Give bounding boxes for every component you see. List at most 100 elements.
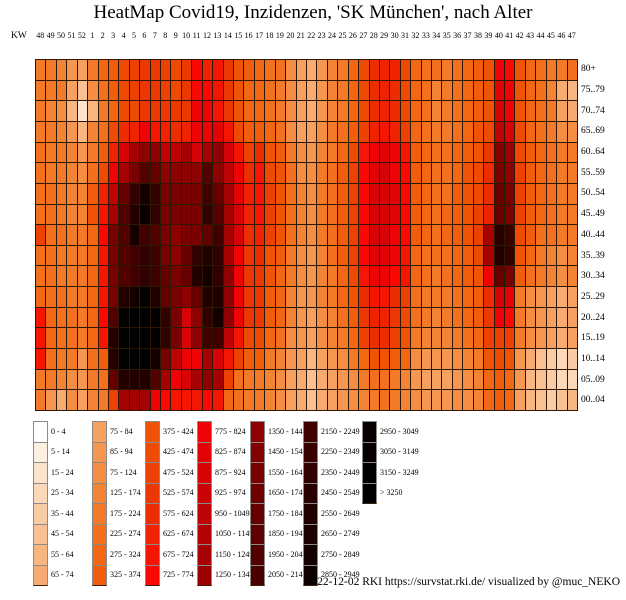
heatmap-cell: [327, 183, 338, 204]
heatmap-cell: [119, 390, 129, 410]
heatmap-cell: [77, 266, 88, 287]
legend-swatch: [197, 523, 212, 545]
heatmap-cell: [119, 287, 129, 307]
heatmap-cell: [400, 225, 411, 245]
heatmap-cell: [129, 142, 140, 163]
heatmap-cell: [452, 142, 463, 163]
heatmap-cell: [286, 287, 296, 307]
heatmap-cell: [317, 204, 327, 225]
heatmap-cell: [348, 101, 359, 121]
heatmap-cell: [192, 163, 202, 183]
heatmap-cell: [567, 101, 577, 121]
heatmap-cell: [525, 225, 536, 245]
heatmap-cell: [515, 245, 525, 266]
heatmap-cell: [421, 307, 432, 328]
heatmap-cell: [234, 266, 244, 287]
heatmap-cell: [286, 245, 296, 266]
heatmap-cell: [98, 349, 108, 369]
heatmap-cell: [67, 163, 77, 183]
heatmap-cell: [432, 245, 442, 266]
heatmap-cell: [67, 369, 77, 390]
heatmap-cell: [192, 60, 202, 80]
heatmap-cell: [411, 349, 421, 369]
legend-swatch: [303, 523, 318, 545]
heatmap-cell: [348, 287, 359, 307]
legend-label: 1850 - 1949: [268, 529, 307, 539]
legend-label: 225 - 274: [110, 529, 141, 539]
heatmap-cell: [67, 225, 77, 245]
heatmap-cell: [181, 266, 192, 287]
heatmap-cell: [317, 266, 327, 287]
heatmap-cell: [390, 183, 400, 204]
legend-label: 575 - 624: [163, 508, 194, 518]
heatmap-cell: [379, 328, 390, 349]
heatmap-cell: [129, 266, 140, 287]
heatmap-cell: [129, 369, 140, 390]
heatmap-cell: [338, 307, 348, 328]
heatmap-cell: [223, 245, 234, 266]
heatmap-cell: [202, 204, 213, 225]
heatmap-cell: [390, 225, 400, 245]
heatmap-cell: [36, 163, 46, 183]
heatmap-cell: [223, 307, 234, 328]
heatmap-cell: [557, 163, 567, 183]
heatmap-cell: [56, 266, 67, 287]
heatmap-cell: [244, 369, 254, 390]
heatmap-cell: [536, 287, 546, 307]
heatmap-cell: [67, 245, 77, 266]
legend-swatch: [197, 503, 212, 525]
heatmap-cell: [421, 60, 432, 80]
heatmap-cell: [546, 266, 557, 287]
heatmap-cell: [432, 287, 442, 307]
legend-swatch: [250, 482, 265, 504]
heatmap-cell: [505, 225, 515, 245]
heatmap-cell: [213, 183, 223, 204]
heatmap-cell: [317, 369, 327, 390]
heatmap-cell: [400, 60, 411, 80]
heatmap-cell: [515, 142, 525, 163]
week-tick: 18: [265, 31, 274, 40]
heatmap-cell: [98, 80, 108, 101]
heatmap-cell: [56, 390, 67, 410]
heatmap-cell: [327, 225, 338, 245]
week-tick: 44: [536, 31, 545, 40]
heatmap-cell: [202, 245, 213, 266]
legend-label: 2050 - 2149: [268, 570, 307, 580]
heatmap-cell: [390, 101, 400, 121]
legend-swatch: [145, 523, 160, 545]
heatmap-cell: [473, 183, 484, 204]
heatmap-cell: [359, 80, 369, 101]
heatmap-cell: [119, 80, 129, 101]
heatmap-cell: [421, 225, 432, 245]
legend-label: 3050 - 3149: [380, 447, 419, 457]
heatmap-cell: [171, 80, 181, 101]
heatmap-cell: [181, 369, 192, 390]
week-tick: 39: [484, 31, 493, 40]
legend-label: 55 - 64: [51, 549, 74, 559]
heatmap-cell: [46, 101, 56, 121]
heatmap-cell: [421, 80, 432, 101]
legend-swatch: [303, 544, 318, 566]
heatmap-cell: [108, 307, 119, 328]
heatmap-cell: [442, 163, 452, 183]
heatmap-cell: [202, 101, 213, 121]
heatmap-cell: [442, 245, 452, 266]
heatmap-cell: [494, 287, 505, 307]
heatmap-cell: [536, 349, 546, 369]
heatmap-cell: [525, 369, 536, 390]
heatmap-cell: [379, 121, 390, 142]
heatmap-cell: [473, 80, 484, 101]
heatmap-cell: [286, 225, 296, 245]
heatmap-cell: [202, 142, 213, 163]
heatmap-cell: [129, 245, 140, 266]
heatmap-cell: [36, 266, 46, 287]
heatmap-cell: [338, 349, 348, 369]
heatmap-cell: [306, 204, 317, 225]
heatmap-cell: [88, 60, 98, 80]
week-axis: 48 49 50 51 52 1 2 3 4 5 6 7 8 9 10 11 12 13 14 15 16 17 18 19 2…: [35, 31, 577, 42]
heatmap-cell: [452, 60, 463, 80]
heatmap-cell: [265, 349, 275, 369]
heatmap-cell: [473, 204, 484, 225]
heatmap-cell: [306, 183, 317, 204]
heatmap-cell: [546, 349, 557, 369]
